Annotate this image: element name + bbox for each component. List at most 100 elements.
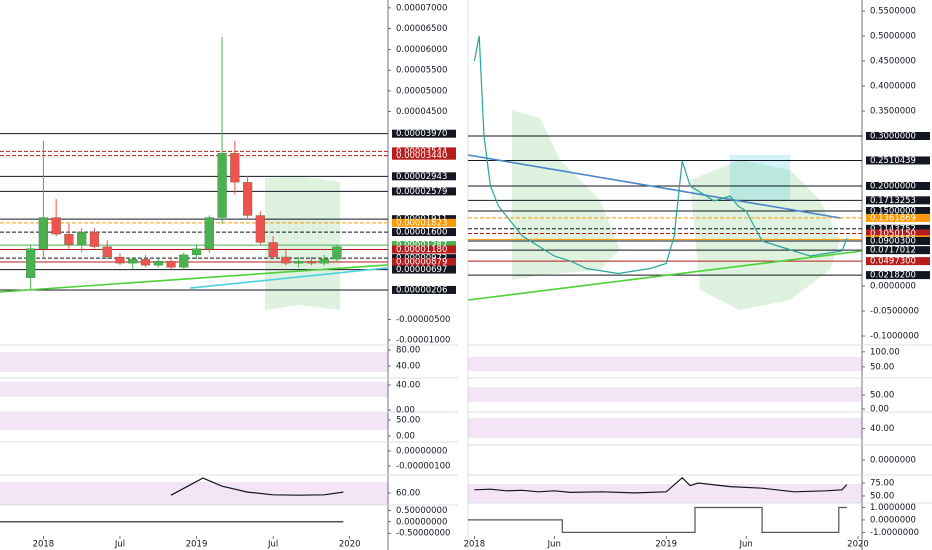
- price-tag: [392, 172, 456, 181]
- indicator-line: [170, 477, 344, 496]
- trendline: [190, 267, 389, 289]
- price-tag-label: 0.00000206: [396, 285, 447, 295]
- band: [468, 357, 862, 371]
- price-tag-label: 0.0900300: [870, 236, 916, 246]
- candle-body: [230, 153, 240, 183]
- price-tag: [866, 229, 930, 238]
- y-tick-label: 0.5000000: [870, 32, 916, 42]
- price-tag-label: 0.00001600: [396, 228, 447, 238]
- price-tag: [392, 218, 456, 227]
- price-tag-label: 0.00003440: [396, 151, 447, 161]
- candle-body: [268, 242, 278, 258]
- candle-body: [166, 260, 176, 268]
- y-tick-label: 0.00005000: [396, 86, 447, 96]
- y-tick-label: 0.00006000: [396, 45, 447, 55]
- price-tag: [392, 151, 456, 160]
- y-tick-label: 0.00000000: [396, 447, 447, 457]
- price-tag-label: 0.00002579: [396, 187, 447, 197]
- price-tag: [866, 257, 930, 266]
- price-tag: [866, 196, 930, 205]
- y-tick-label: 0.3500000: [870, 107, 916, 117]
- y-tick-label: 0.00004500: [396, 107, 447, 117]
- price-tag: [392, 228, 456, 237]
- price-tag: [866, 271, 930, 280]
- band: [468, 418, 862, 438]
- candle-body: [179, 254, 189, 268]
- candle-body: [306, 260, 317, 264]
- price-tag: [866, 224, 930, 233]
- y-tick-label: -0.50000000: [396, 529, 450, 539]
- price-tag: [392, 147, 456, 156]
- price-tag-label: 0.00001180: [396, 245, 447, 255]
- price-tag-label: 0.3000000: [870, 132, 916, 142]
- x-tick-label: Jul: [267, 540, 278, 550]
- candle-body: [153, 260, 163, 266]
- candle-body: [319, 258, 329, 264]
- y-tick-label: 75.00: [870, 479, 894, 489]
- y-tick-label: 0.00000000: [396, 517, 447, 527]
- band: [0, 352, 388, 372]
- indicator-line: [474, 476, 848, 494]
- x-tick-label: 2019: [186, 540, 208, 550]
- price-tag: [866, 182, 930, 190]
- x-tick-label: 2020: [339, 540, 361, 550]
- x-tick-label: Jun: [738, 540, 752, 550]
- candle-body: [115, 256, 125, 264]
- price-tag-label: 0.00000879: [396, 258, 447, 268]
- y-tick-label: 0.50000000: [396, 506, 447, 516]
- y-tick-label: 40.00: [870, 424, 894, 434]
- price-line: [473, 35, 848, 275]
- y-tick-label: 0.00007000: [396, 3, 447, 13]
- candle-body: [128, 258, 138, 264]
- price-tag: [866, 213, 930, 222]
- y-tick-label: 40.00: [396, 381, 420, 391]
- y-tick-label: 50.00: [870, 362, 894, 372]
- y-tick-label: 50.00: [870, 491, 894, 501]
- band: [0, 413, 388, 430]
- y-tick-label: 60.00: [396, 488, 420, 498]
- y-tick-label: -0.00001000: [396, 336, 450, 346]
- candle-body: [140, 258, 151, 266]
- y-tick-label: 0.00: [396, 406, 415, 416]
- trendline: [0, 264, 389, 293]
- y-tick-label: 0.00006500: [396, 24, 447, 34]
- cloud: [690, 160, 840, 310]
- price-tag-label: 0.1050150: [870, 229, 916, 239]
- y-tick-label: -0.1000000: [870, 332, 919, 342]
- price-tag-label: 0.1713253: [870, 196, 916, 206]
- candle-body: [204, 217, 214, 249]
- price-tag: [866, 207, 930, 215]
- y-tick-label: 50.00: [870, 391, 894, 401]
- band: [0, 482, 388, 505]
- price-tag: [866, 132, 930, 140]
- y-tick-label: 0.0000000: [870, 282, 916, 292]
- y-tick-label: -1.0000000: [870, 528, 919, 538]
- price-tag-label: 0.1500000: [870, 207, 916, 217]
- candle-body: [51, 217, 61, 235]
- candle-body: [89, 231, 100, 247]
- candle-body: [242, 182, 253, 216]
- price-tag: [392, 129, 456, 138]
- price-tag-label: 0.0497300: [870, 257, 916, 267]
- cloud: [512, 110, 620, 280]
- y-tick-label: 0.4500000: [870, 57, 916, 67]
- x-tick-label: 2020: [847, 540, 869, 550]
- price-tag-label: 0.2000000: [870, 182, 916, 192]
- price-tag-label: 0.00000697: [396, 265, 447, 275]
- cloud: [730, 155, 790, 200]
- trendline: [467, 250, 863, 301]
- candle-body: [255, 215, 265, 243]
- x-tick-label: 2019: [655, 540, 677, 550]
- y-tick-label: 0.00: [396, 432, 415, 442]
- x-tick-label: 2018: [464, 540, 486, 550]
- price-tag: [392, 265, 456, 274]
- price-tag: [392, 187, 456, 196]
- candle-body: [26, 248, 36, 278]
- y-tick-label: 0.4000000: [870, 82, 916, 92]
- price-tag-label: 0.1361869: [870, 213, 916, 223]
- y-tick-label: 0.00005500: [396, 66, 447, 76]
- x-tick-label: Jun: [547, 540, 561, 550]
- candle-body: [77, 231, 87, 245]
- y-tick-label: -0.00000100: [396, 462, 450, 472]
